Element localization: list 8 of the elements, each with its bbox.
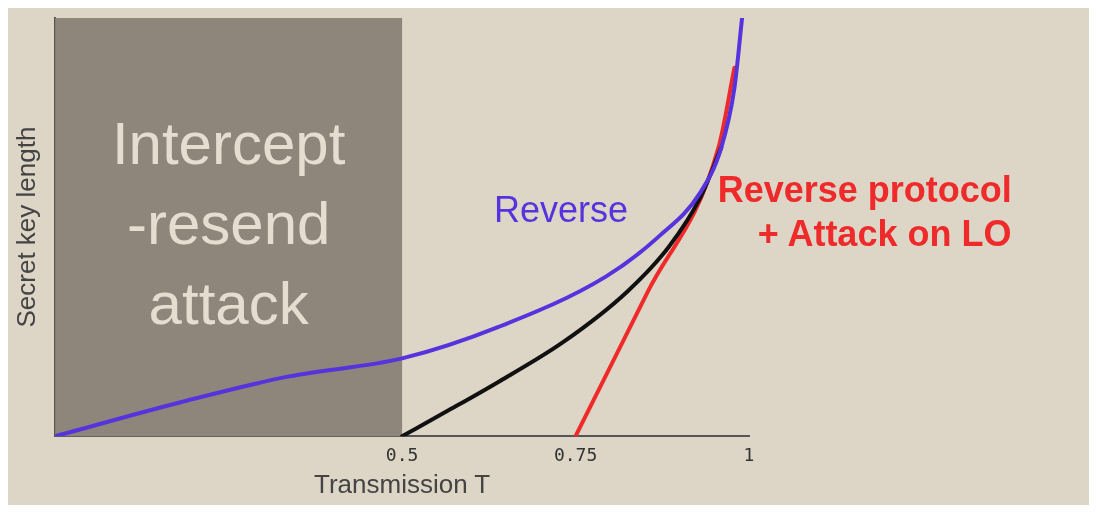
x-tick-label: 0.75 — [553, 443, 598, 465]
series-label: Reverse protocol + Attack on LO — [717, 168, 1012, 254]
x-tick-label: 1 — [743, 443, 755, 465]
x-tick-label: 0.5 — [385, 443, 419, 465]
band-label: Intercept -resend attack — [111, 109, 346, 337]
x-axis-title: Transmission T — [313, 468, 491, 499]
y-axis-title: Secret key length — [10, 126, 41, 328]
series-label: Reverse — [494, 189, 629, 231]
